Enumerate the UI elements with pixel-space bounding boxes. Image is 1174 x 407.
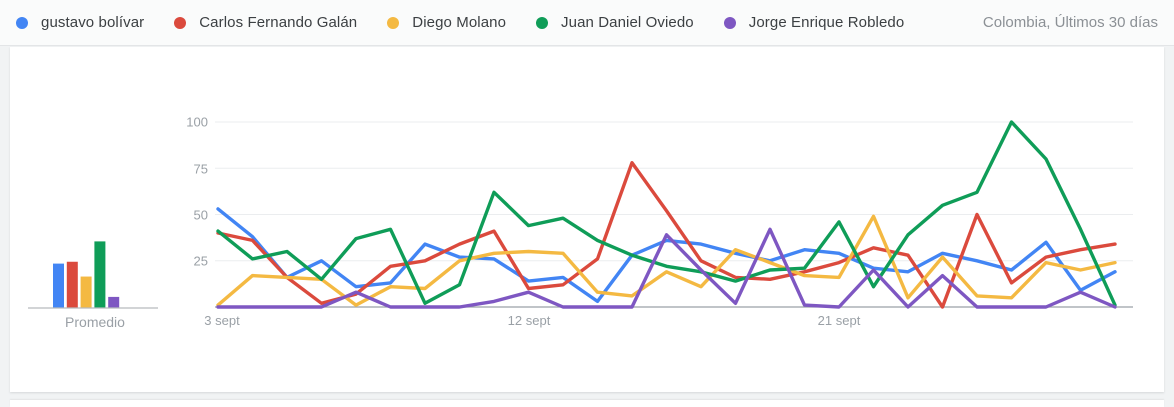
legend-dot-icon [387,16,400,29]
legend-item-juan-daniel-oviedo[interactable]: Juan Daniel Oviedo [536,14,694,31]
series-line-5 [216,227,1117,309]
y-tick-label: 75 [193,161,208,177]
next-card-edge [10,400,1164,407]
x-tick-label: 3 sept [204,313,240,328]
legend-item-label: Carlos Fernando Galán [199,14,358,31]
average-bar-4 [94,241,106,308]
interest-over-time-card: 100 75 50 25 3 sept 12 sept 21 sept Prom… [10,47,1164,392]
legend-item-label: gustavo bolívar [41,14,145,31]
legend-item-diego-molano[interactable]: Diego Molano [387,14,506,31]
average-panel-label: Promedio [65,314,125,330]
legend-item-carlos-fernando-galan[interactable]: Carlos Fernando Galán [174,14,357,31]
average-bar-5 [108,296,120,308]
legend-dot-icon [536,16,549,29]
series-line-2 [216,160,1117,309]
y-tick-label: 25 [193,253,208,269]
region-period-label: Colombia, Últimos 30 días [982,14,1158,31]
legend-bar: gustavo bolívar Carlos Fernando Galán Di… [0,0,1174,46]
legend-item-jorge-enrique-robledo[interactable]: Jorge Enrique Robledo [723,14,905,31]
average-bar-2 [66,261,78,308]
average-bar-1 [53,263,64,308]
legend-item-label: Diego Molano [412,14,507,31]
legend-dot-icon [174,16,187,29]
y-tick-label: 50 [193,207,208,223]
interest-over-time-chart[interactable] [10,47,1164,392]
series-line-4 [216,120,1117,307]
legend-item-label: Juan Daniel Oviedo [561,14,694,31]
average-bar-3 [80,276,92,308]
y-tick-label: 100 [186,114,208,130]
legend-items: gustavo bolívar Carlos Fernando Galán Di… [16,14,904,31]
legend-item-label: Jorge Enrique Robledo [748,14,905,31]
legend-item-gustavo-bolivar[interactable]: gustavo bolívar [16,14,144,31]
x-tick-label: 12 sept [507,313,551,328]
legend-dot-icon [16,16,28,29]
legend-dot-icon [723,16,736,29]
x-tick-label: 21 sept [817,313,861,328]
